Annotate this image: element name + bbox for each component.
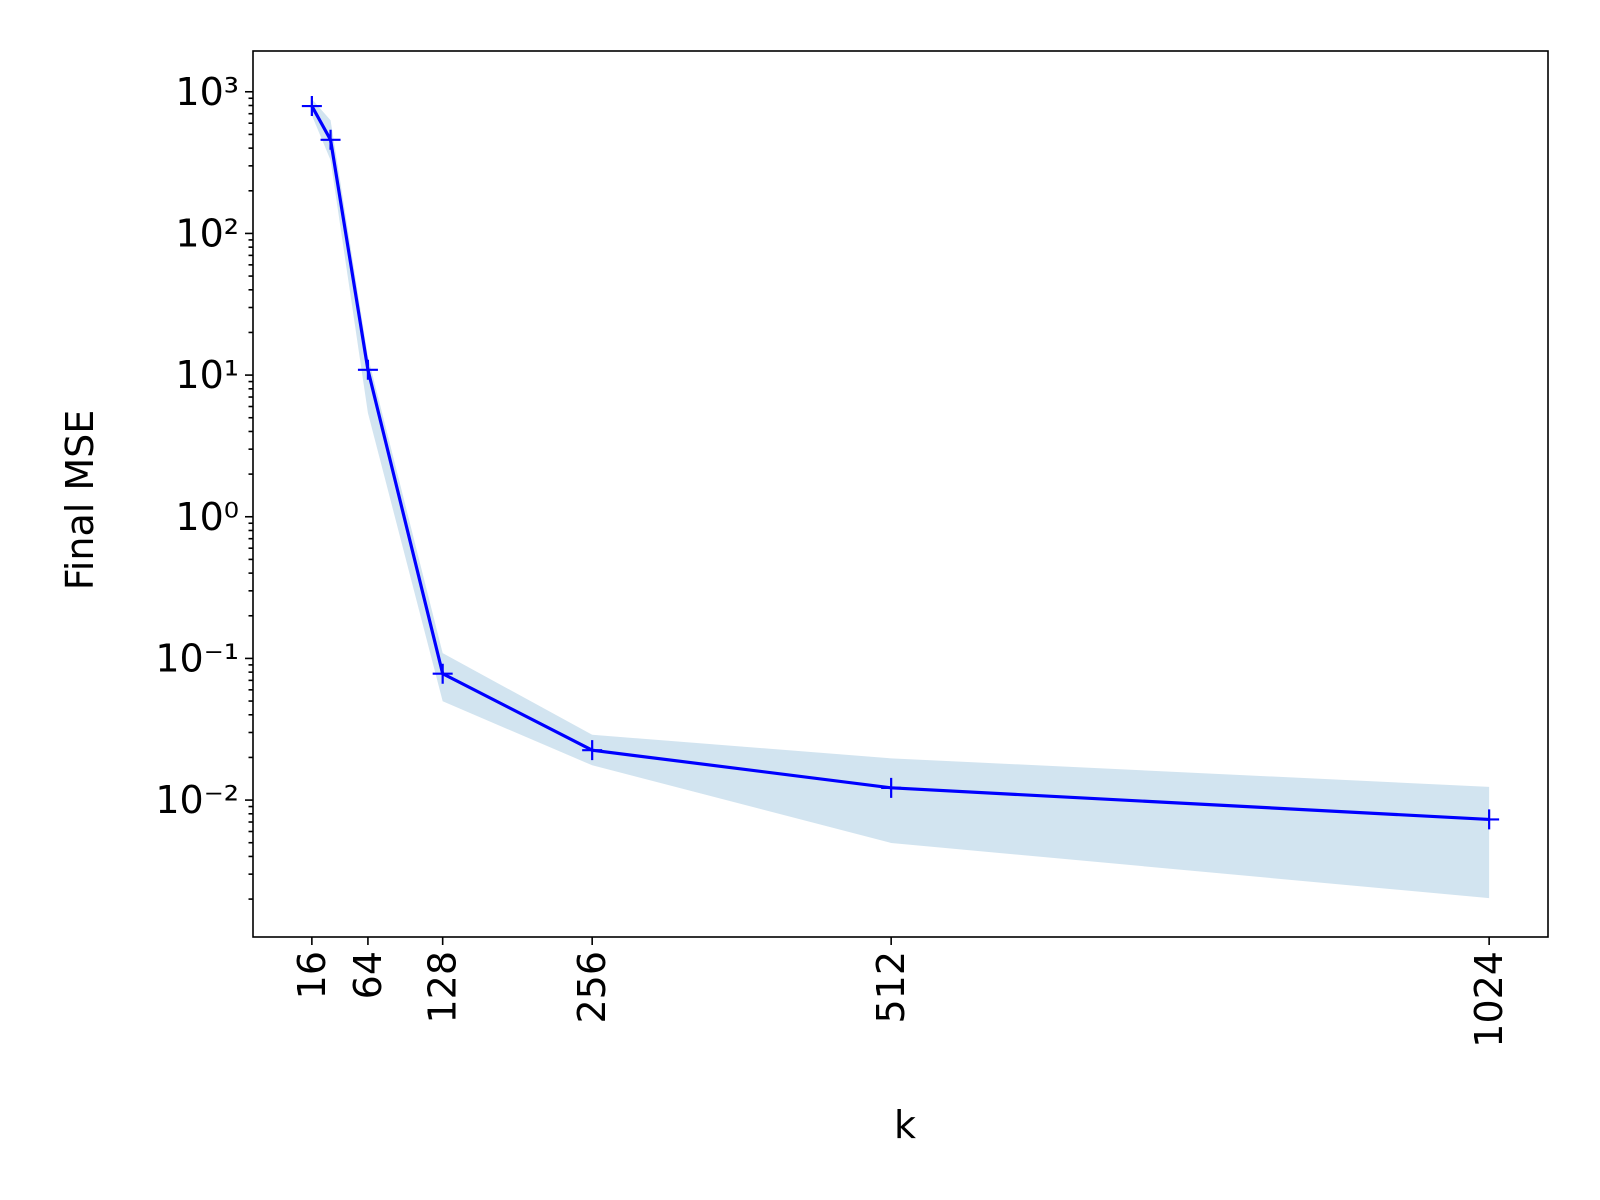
- marker: [582, 740, 603, 761]
- y-tick-label: 10³: [175, 70, 239, 114]
- x-tick-label: 512: [869, 951, 913, 1024]
- x-tick-label: 256: [570, 951, 614, 1024]
- y-tick-label: 10¹: [175, 353, 239, 397]
- marker: [357, 359, 378, 380]
- x-tick-label: 1024: [1467, 951, 1511, 1048]
- x-tick-label: 16: [290, 951, 334, 999]
- x-axis-label: k: [894, 1103, 916, 1147]
- y-tick-label: 10⁻²: [155, 778, 239, 822]
- marker: [301, 96, 322, 117]
- y-tick-label: 10⁻¹: [155, 636, 239, 680]
- marker: [432, 663, 453, 684]
- marker: [320, 129, 341, 150]
- x-tick-label: 64: [346, 951, 390, 999]
- marker: [1479, 809, 1500, 830]
- y-tick-label: 10⁰: [175, 495, 239, 539]
- error-band: [311, 98, 1490, 899]
- y-axis-label: Final MSE: [58, 410, 102, 591]
- y-tick-label: 10²: [175, 211, 239, 255]
- marker: [881, 777, 902, 798]
- x-tick-label: 128: [421, 951, 465, 1024]
- plot-frame: [252, 50, 1549, 938]
